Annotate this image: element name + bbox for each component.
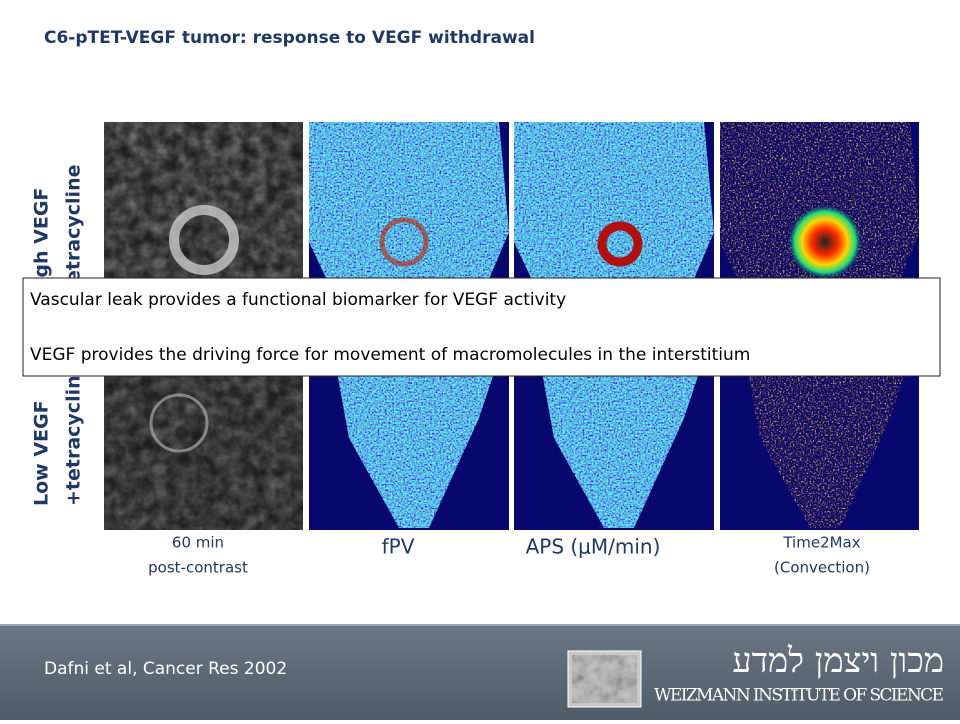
callout-box <box>22 277 941 377</box>
footer <box>0 625 960 720</box>
logo-hebrew: מכון ויצמן למדע <box>732 641 944 681</box>
column-caption: Time2Max <box>782 534 860 552</box>
column-caption: APS (μM/min) <box>526 535 661 559</box>
column-caption: post-contrast <box>148 559 248 577</box>
logo-emblem <box>572 655 637 703</box>
row-label: High VEGF <box>31 188 53 300</box>
column-caption: (Convection) <box>774 559 870 577</box>
callout-text: VEGF provides the driving force for move… <box>30 345 750 365</box>
column-caption: 60 min <box>172 534 224 552</box>
row-label: +tetracycline <box>63 362 85 506</box>
column-caption: fPV <box>382 535 415 559</box>
row-label: -tetracycline <box>63 165 85 300</box>
citation: Dafni et al, Cancer Res 2002 <box>44 659 287 679</box>
row-label: Low VEGF <box>31 400 53 506</box>
slide-title: C6-pTET-VEGF tumor: response to VEGF wit… <box>44 28 535 48</box>
logo-english: WEIZMANN INSTITUTE OF SCIENCE <box>654 686 944 706</box>
callout-text: Vascular leak provides a functional biom… <box>30 290 566 310</box>
